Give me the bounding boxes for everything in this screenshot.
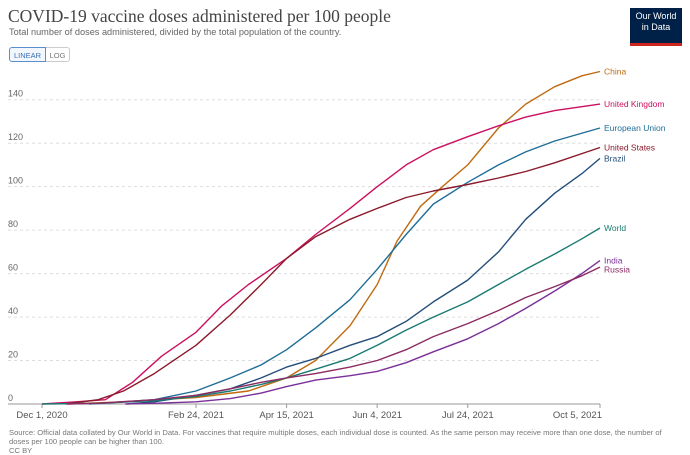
series-line-china <box>67 70 601 405</box>
series-label-india: India <box>604 256 623 266</box>
x-tick-label: Dec 1, 2020 <box>16 410 67 421</box>
series-line-european-union <box>89 127 601 405</box>
source-note: Source: Official data collated by Our Wo… <box>9 428 662 446</box>
chart-title: COVID-19 vaccine doses administered per … <box>8 6 391 26</box>
series-line-united-states <box>65 146 601 405</box>
logo-line-1: Our World <box>635 11 677 21</box>
series-line-brazil <box>127 157 601 405</box>
series-label-china: China <box>604 66 626 76</box>
series-label-russia: Russia <box>604 265 630 275</box>
series-line-world <box>41 227 601 405</box>
y-tick-label: 120 <box>8 132 23 142</box>
series-label-brazil: Brazil <box>604 153 625 163</box>
y-tick-label: 100 <box>8 176 23 186</box>
y-tick-label: 80 <box>8 219 18 229</box>
y-tick-label: 20 <box>8 350 18 360</box>
series-line-united-kingdom <box>41 103 601 405</box>
x-tick-label: Jun 4, 2021 <box>352 410 402 421</box>
chart-subtitle: Total number of doses administered, divi… <box>9 27 342 37</box>
series-label-world: World <box>604 223 626 233</box>
x-tick-label: Oct 5, 2021 <box>553 410 602 421</box>
y-tick-label: 140 <box>8 89 23 99</box>
series-label-united-kingdom: United Kingdom <box>604 99 664 109</box>
x-tick-label: Jul 24, 2021 <box>442 410 494 421</box>
log-scale-button[interactable]: LOG <box>46 47 70 62</box>
license-note: CC BY <box>9 446 33 455</box>
series-label-united-states: United States <box>604 143 655 153</box>
x-tick-label: Feb 24, 2021 <box>168 410 224 421</box>
x-tick-label: Apr 15, 2021 <box>259 410 313 421</box>
y-tick-label: 40 <box>8 306 18 316</box>
series-line-russia <box>67 266 601 405</box>
linear-scale-button[interactable]: LINEAR <box>9 47 46 62</box>
owid-logo[interactable]: Our World in Data <box>630 8 682 46</box>
series-line-india <box>125 260 601 405</box>
logo-line-2: in Data <box>641 21 671 32</box>
series-label-european-union: European Union <box>604 123 666 133</box>
y-tick-label: 0 <box>8 393 13 403</box>
y-tick-label: 60 <box>8 263 18 273</box>
